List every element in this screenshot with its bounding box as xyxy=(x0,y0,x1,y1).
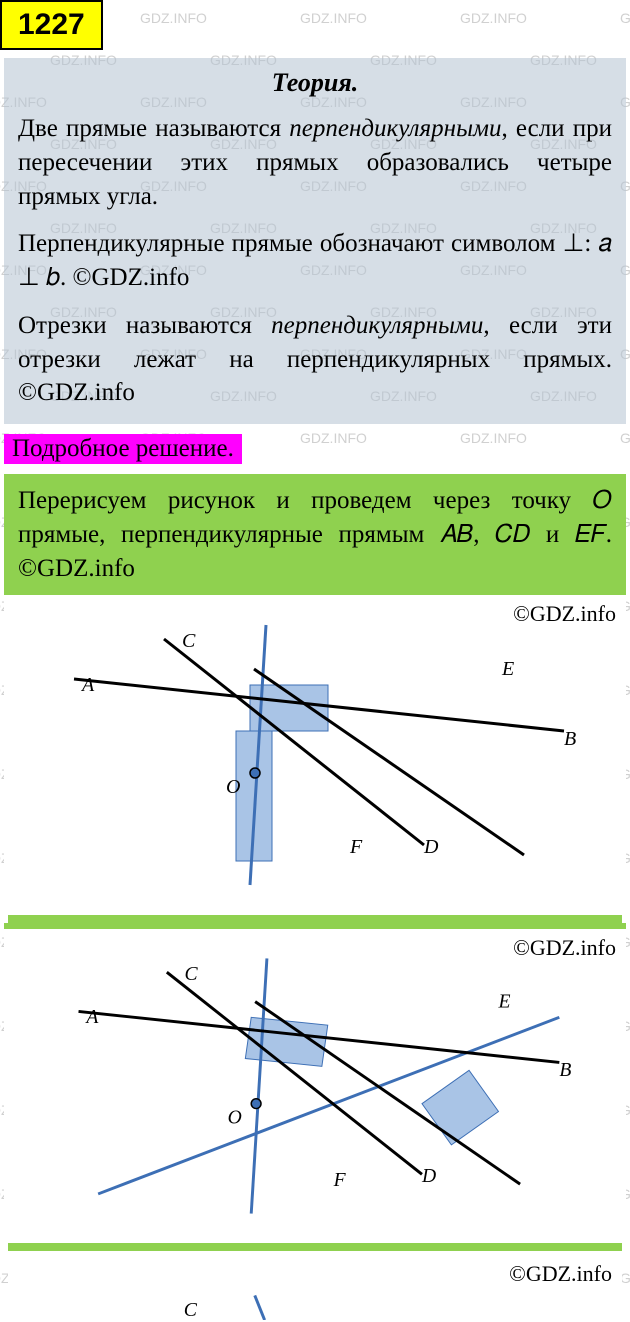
svg-text:D: D xyxy=(421,1166,436,1187)
theory-paragraph-1: Две прямые называются перпендикуляр­ными… xyxy=(18,112,612,213)
figure-separator xyxy=(8,1243,622,1251)
svg-text:A: A xyxy=(80,674,95,696)
text: Отрезки называются xyxy=(18,312,271,339)
svg-text:F: F xyxy=(349,836,363,858)
svg-text:E: E xyxy=(497,992,510,1013)
svg-text:B: B xyxy=(559,1060,571,1081)
partial-blue-line xyxy=(255,1296,265,1321)
svg-text:C: C xyxy=(182,630,196,652)
text: Две прямые называются xyxy=(18,115,289,142)
figure-separator xyxy=(8,915,622,923)
figure-1-svg: A C E B D F O xyxy=(4,595,626,915)
svg-text:D: D xyxy=(423,836,439,858)
figure-2: ©GDZ.info ACEBDFO xyxy=(4,923,626,1243)
svg-text:F: F xyxy=(333,1170,347,1191)
figure-3-partial: ©GDZ.info C xyxy=(8,1251,622,1321)
figure-1: ©GDZ.info ACEBDFO xyxy=(4,595,626,915)
svg-text:A: A xyxy=(84,1007,99,1028)
figure-2-svg: A C E B D F O xyxy=(4,929,626,1243)
problem-number-badge: 1227 xyxy=(0,0,103,50)
svg-text:O: O xyxy=(226,776,240,798)
svg-text:B: B xyxy=(564,728,576,750)
solution-heading: Подробное решение. xyxy=(4,434,242,464)
svg-text:E: E xyxy=(501,658,514,680)
figures-container: ©GDZ.info ACEBDFO ©GDZ.info ACEBDFO ©GDZ… xyxy=(4,595,626,1321)
svg-text:O: O xyxy=(228,1108,242,1129)
theory-paragraph-3: Отрезки называются перпендикуляр­ными, е… xyxy=(18,309,612,410)
solution-instruction: Перерисуем рисунок и проведем через точк… xyxy=(4,474,626,595)
text-italic: перпендикуляр­ными xyxy=(289,115,501,142)
theory-block: Теория. Две прямые называются перпендику… xyxy=(4,58,626,424)
point-label-c: C xyxy=(184,1299,198,1320)
theory-title: Теория. xyxy=(18,68,612,98)
theory-paragraph-2: Перпендикулярные прямые обозначают симво… xyxy=(18,227,612,295)
content-root: 1227 Теория. Две прямые называются перпе… xyxy=(0,0,630,1321)
svg-text:C: C xyxy=(184,964,198,985)
copyright-label: ©GDZ.info xyxy=(509,1261,612,1287)
text-italic: перпендикуляр­ными xyxy=(271,312,483,339)
